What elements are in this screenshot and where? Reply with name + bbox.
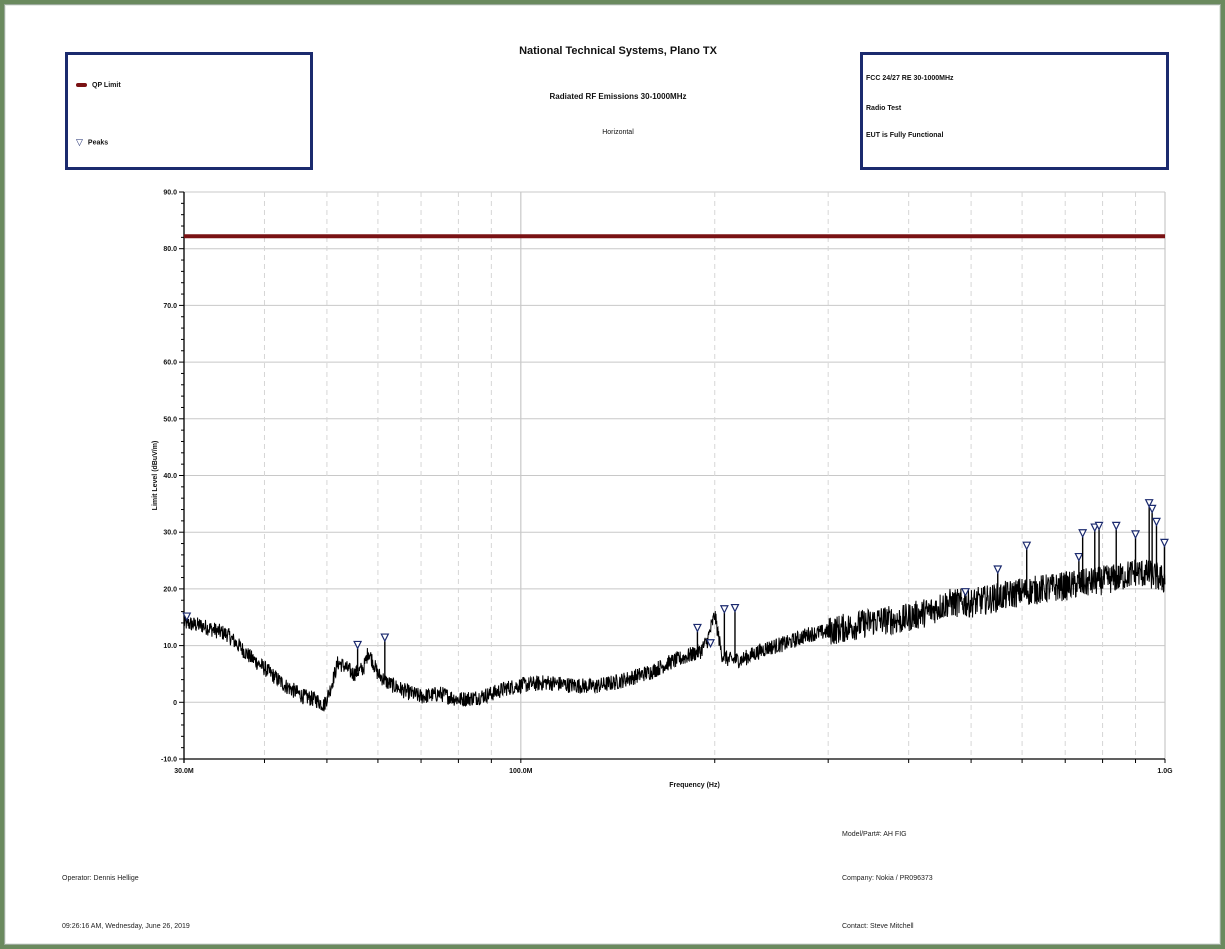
legend-label: QP Limit [92, 82, 121, 89]
peaks-layer [182, 499, 1169, 681]
legend-box: QP Limit ▽ Peaks [65, 52, 313, 170]
y-tick-label: -10.0 [161, 757, 177, 764]
peak-marker [1074, 552, 1084, 562]
polarization-label: Horizontal [602, 129, 634, 136]
peak-triangle-icon: ▽ [76, 137, 83, 147]
contact-name: Contact: Steve Mitchell [842, 923, 914, 930]
company-name: Company: Nokia / PR096373 [842, 875, 933, 882]
peak-marker [1144, 499, 1154, 509]
peak-marker [1022, 541, 1032, 551]
y-tick-label: 10.0 [163, 643, 177, 650]
legend-item-peaks: ▽ Peaks [76, 137, 108, 148]
peak-marker [1094, 521, 1104, 531]
y-tick-label: 50.0 [163, 416, 177, 423]
peak-marker [993, 565, 1003, 575]
peak-marker [1159, 538, 1169, 548]
peak-marker [730, 603, 740, 613]
y-tick-label: 30.0 [163, 530, 177, 537]
report-page: QP Limit ▽ Peaks National Technical Syste… [4, 4, 1221, 945]
qp-limit-swatch [76, 83, 87, 88]
peak-marker [1090, 523, 1100, 533]
emissions-chart: -10.0 0 10.0 20.0 30.0 40.0 50.0 60.0 70.0 80.0 90… [152, 190, 1173, 790]
y-tick-label: 80.0 [163, 246, 177, 253]
y-tick-label: 0 [173, 700, 177, 707]
chart-title: National Technical Systems, Plano TX [519, 45, 717, 57]
peak-marker [1131, 530, 1140, 540]
chart-subtitle: Radiated RF Emissions 30-1000MHz [549, 92, 687, 101]
legend-label: Peaks [87, 139, 109, 147]
measurement-trace [183, 559, 1166, 712]
x-tick-label: 100.0M [509, 768, 533, 775]
x-tick-label: 1.0G [1157, 768, 1173, 775]
peak-marker [1078, 529, 1088, 539]
test-type: Radio Test [866, 105, 902, 112]
operator-name: Operator: Dennis Hellige [62, 875, 139, 882]
peak-marker [706, 639, 715, 649]
peak-marker [1111, 521, 1121, 531]
axis-layer [179, 191, 1166, 763]
y-axis-label: Limit Level (dBuV/m) [152, 441, 159, 511]
y-tick-label: 70.0 [163, 303, 177, 310]
test-standard: FCC 24/27 RE 30-1000MHz [866, 75, 954, 82]
peak-marker [353, 640, 363, 650]
x-axis-label: Frequency (Hz) [669, 782, 720, 789]
peak-marker [719, 605, 729, 615]
peak-marker [1147, 504, 1157, 514]
peak-marker [182, 612, 192, 622]
peak-marker [692, 623, 702, 633]
peak-marker [380, 633, 390, 643]
y-tick-label: 90.0 [163, 190, 177, 197]
peak-marker [1152, 517, 1161, 527]
grid-layer [183, 191, 1166, 760]
y-tick-label: 40.0 [163, 473, 177, 480]
test-info-box: FCC 24/27 RE 30-1000MHz Radio Test EUT i… [860, 52, 1169, 170]
x-tick-label: 30.0M [174, 768, 194, 775]
model-part: Model/Part#: AH FIG [842, 831, 907, 838]
series-layer [183, 234, 1166, 712]
peak-marker [960, 588, 970, 598]
legend-item-qp-limit: QP Limit [76, 82, 121, 89]
y-tick-label: 60.0 [163, 360, 177, 367]
report-datetime: 09:26:16 AM, Wednesday, June 26, 2019 [62, 923, 190, 930]
y-tick-label: 20.0 [163, 586, 177, 593]
eut-status: EUT is Fully Functional [866, 132, 944, 139]
label-layer: -10.0 0 10.0 20.0 30.0 40.0 50.0 60.0 70.0 80.0 90… [152, 190, 1173, 790]
